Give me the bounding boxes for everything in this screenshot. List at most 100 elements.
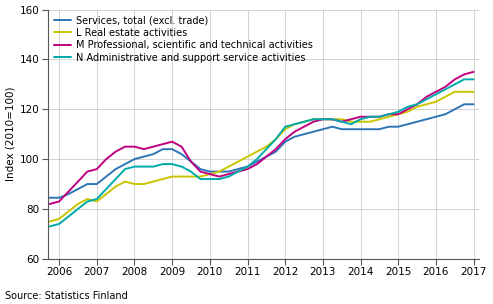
- M Professional, scientific and technical activities: [132, 145, 138, 148]
- Services, total (excl. trade): [339, 127, 345, 131]
- Services, total (excl. trade): [84, 182, 90, 186]
- L Real estate activities: [178, 175, 184, 178]
- L Real estate activities: [377, 117, 383, 121]
- M Professional, scientific and technical activities: [348, 117, 354, 121]
- N Administrative and support service activities: [245, 165, 250, 168]
- Services, total (excl. trade): [452, 107, 458, 111]
- N Administrative and support service activities: [461, 78, 467, 81]
- Services, total (excl. trade): [150, 152, 156, 156]
- M Professional, scientific and technical activities: [56, 200, 62, 203]
- L Real estate activities: [311, 117, 317, 121]
- N Administrative and support service activities: [329, 117, 335, 121]
- N Administrative and support service activities: [103, 187, 109, 191]
- N Administrative and support service activities: [235, 170, 241, 173]
- L Real estate activities: [94, 200, 100, 203]
- Services, total (excl. trade): [395, 125, 401, 129]
- Services, total (excl. trade): [198, 167, 204, 171]
- M Professional, scientific and technical activities: [207, 172, 213, 176]
- M Professional, scientific and technical activities: [263, 155, 269, 158]
- M Professional, scientific and technical activities: [367, 115, 373, 119]
- N Administrative and support service activities: [56, 222, 62, 226]
- M Professional, scientific and technical activities: [235, 170, 241, 173]
- M Professional, scientific and technical activities: [273, 147, 279, 151]
- M Professional, scientific and technical activities: [75, 180, 81, 183]
- Services, total (excl. trade): [442, 112, 448, 116]
- N Administrative and support service activities: [178, 165, 184, 168]
- M Professional, scientific and technical activities: [423, 95, 429, 98]
- N Administrative and support service activities: [113, 177, 119, 181]
- N Administrative and support service activities: [433, 92, 439, 96]
- M Professional, scientific and technical activities: [216, 175, 222, 178]
- N Administrative and support service activities: [198, 177, 204, 181]
- N Administrative and support service activities: [47, 225, 53, 228]
- M Professional, scientific and technical activities: [461, 73, 467, 76]
- Services, total (excl. trade): [47, 196, 53, 200]
- Services, total (excl. trade): [433, 115, 439, 119]
- M Professional, scientific and technical activities: [113, 150, 119, 154]
- N Administrative and support service activities: [122, 167, 128, 171]
- N Administrative and support service activities: [423, 98, 429, 101]
- N Administrative and support service activities: [141, 165, 147, 168]
- Services, total (excl. trade): [207, 170, 213, 173]
- Services, total (excl. trade): [75, 187, 81, 191]
- N Administrative and support service activities: [348, 123, 354, 126]
- N Administrative and support service activities: [395, 110, 401, 114]
- L Real estate activities: [414, 105, 420, 109]
- L Real estate activities: [216, 170, 222, 173]
- L Real estate activities: [56, 217, 62, 221]
- L Real estate activities: [226, 165, 232, 168]
- Services, total (excl. trade): [226, 170, 232, 173]
- M Professional, scientific and technical activities: [188, 160, 194, 164]
- N Administrative and support service activities: [357, 117, 363, 121]
- M Professional, scientific and technical activities: [122, 145, 128, 148]
- M Professional, scientific and technical activities: [329, 117, 335, 121]
- L Real estate activities: [395, 112, 401, 116]
- N Administrative and support service activities: [301, 120, 307, 123]
- M Professional, scientific and technical activities: [301, 125, 307, 129]
- M Professional, scientific and technical activities: [245, 167, 250, 171]
- N Administrative and support service activities: [150, 165, 156, 168]
- L Real estate activities: [471, 90, 477, 94]
- Services, total (excl. trade): [348, 127, 354, 131]
- Services, total (excl. trade): [461, 102, 467, 106]
- M Professional, scientific and technical activities: [386, 112, 392, 116]
- Services, total (excl. trade): [292, 135, 298, 139]
- L Real estate activities: [442, 95, 448, 98]
- Services, total (excl. trade): [311, 130, 317, 133]
- M Professional, scientific and technical activities: [47, 202, 53, 206]
- L Real estate activities: [113, 185, 119, 188]
- N Administrative and support service activities: [367, 115, 373, 119]
- L Real estate activities: [405, 110, 411, 114]
- Y-axis label: Index (2010=100): Index (2010=100): [5, 87, 16, 181]
- M Professional, scientific and technical activities: [226, 172, 232, 176]
- Services, total (excl. trade): [245, 165, 250, 168]
- L Real estate activities: [282, 127, 288, 131]
- Line: M Professional, scientific and technical activities: M Professional, scientific and technical…: [50, 72, 474, 204]
- L Real estate activities: [357, 120, 363, 123]
- L Real estate activities: [254, 150, 260, 154]
- Services, total (excl. trade): [113, 167, 119, 171]
- L Real estate activities: [348, 120, 354, 123]
- N Administrative and support service activities: [273, 137, 279, 141]
- L Real estate activities: [301, 120, 307, 123]
- Services, total (excl. trade): [122, 162, 128, 166]
- L Real estate activities: [339, 117, 345, 121]
- N Administrative and support service activities: [282, 125, 288, 129]
- Line: Services, total (excl. trade): Services, total (excl. trade): [50, 104, 474, 198]
- L Real estate activities: [198, 175, 204, 178]
- Line: N Administrative and support service activities: N Administrative and support service act…: [50, 79, 474, 226]
- Services, total (excl. trade): [235, 167, 241, 171]
- Services, total (excl. trade): [414, 120, 420, 123]
- Services, total (excl. trade): [94, 182, 100, 186]
- N Administrative and support service activities: [405, 105, 411, 109]
- M Professional, scientific and technical activities: [311, 120, 317, 123]
- N Administrative and support service activities: [207, 177, 213, 181]
- M Professional, scientific and technical activities: [178, 145, 184, 148]
- N Administrative and support service activities: [386, 112, 392, 116]
- M Professional, scientific and technical activities: [292, 130, 298, 133]
- Services, total (excl. trade): [216, 170, 222, 173]
- Services, total (excl. trade): [263, 155, 269, 158]
- L Real estate activities: [141, 182, 147, 186]
- L Real estate activities: [461, 90, 467, 94]
- L Real estate activities: [160, 177, 166, 181]
